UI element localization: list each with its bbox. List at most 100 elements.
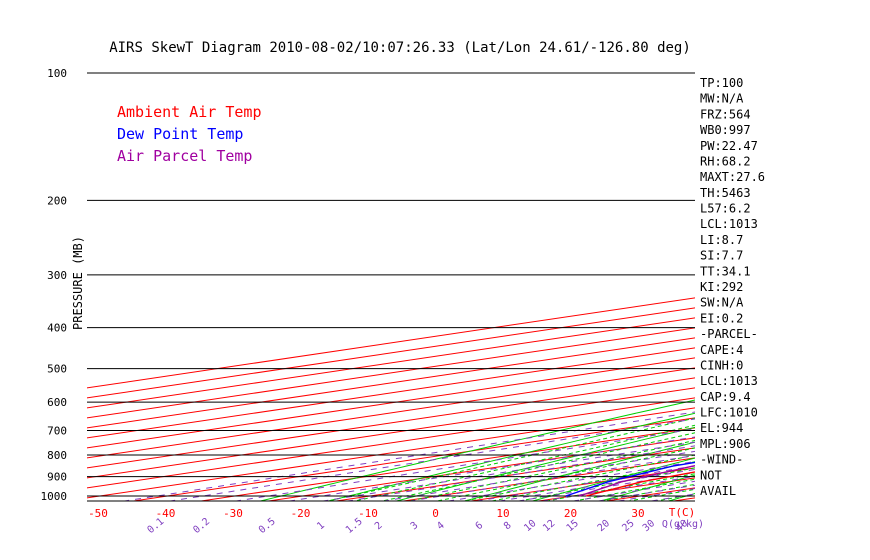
index-entry: CAP:9.4 xyxy=(700,390,751,404)
mixing-ratio-tick-label: 12 xyxy=(541,518,557,534)
isotherm-line xyxy=(782,54,870,505)
mixing-ratio-tick-label: 3 xyxy=(409,520,421,532)
isotherm-line xyxy=(87,367,695,459)
pressure-tick-label: 1000 xyxy=(41,490,68,503)
isotherm-line xyxy=(87,377,695,469)
mixing-ratio-line xyxy=(407,454,695,501)
isobars xyxy=(87,72,695,502)
chart-title: AIRS SkewT Diagram 2010-08-02/10:07:26.3… xyxy=(109,40,691,56)
index-entry: SI:7.7 xyxy=(700,249,743,263)
mixing-ratio-tick-label: 20 xyxy=(596,518,612,534)
pressure-tick-label: 800 xyxy=(47,449,67,462)
index-entry: CINH:0 xyxy=(700,359,743,373)
temp-tick-label-bottom: -50 xyxy=(88,507,108,520)
index-entry: PW:22.47 xyxy=(700,139,758,153)
index-entry: MPL:906 xyxy=(700,437,751,451)
mixing-ratio-tick-label: 10 xyxy=(522,518,538,534)
dry-adiabat-line xyxy=(666,493,695,501)
index-entry: RH:68.2 xyxy=(700,155,751,169)
pressure-tick-label: 500 xyxy=(47,363,67,376)
index-entry: TT:34.1 xyxy=(700,264,751,278)
mixing-ratio-line xyxy=(445,460,695,501)
isotherm-line xyxy=(87,357,695,449)
temp-tick-label-bottom: 30 xyxy=(631,507,644,520)
temp-tick-label-bottom: -30 xyxy=(223,507,243,520)
mixing-ratio-tick-label: 15 xyxy=(565,518,581,534)
moist-adiabat-line xyxy=(379,432,695,501)
isotherm-line xyxy=(87,407,695,499)
temp-tick-label-bottom: -10 xyxy=(358,507,378,520)
index-entry: CAPE:4 xyxy=(700,343,743,357)
temp-tick-label-bottom: 10 xyxy=(496,507,509,520)
mixing-ratio-line xyxy=(496,468,695,501)
y-axis-label: PRESSURE (MB) xyxy=(71,236,85,330)
mixing-ratio-line xyxy=(233,428,695,501)
dry-adiabat-line xyxy=(326,412,695,501)
isotherm-line xyxy=(87,387,695,479)
moist-adiabat-line xyxy=(462,454,695,501)
index-entry: -PARCEL- xyxy=(700,327,758,341)
mixing-ratio-tick-label: 30 xyxy=(641,518,657,534)
index-entry: EI:0.2 xyxy=(700,311,743,325)
dry-adiabat-line xyxy=(258,399,695,501)
mixing-ratio-line xyxy=(539,475,695,501)
mixing-ratio-tick-label: 0.5 xyxy=(257,516,278,536)
mixing-ratio-tick-label: 4 xyxy=(435,520,447,532)
mixing-ratio-tick-label: 0.2 xyxy=(191,516,212,536)
pressure-tick-label: 700 xyxy=(47,424,67,437)
index-entry: LCL:1013 xyxy=(700,374,758,388)
temp-tick-label-bottom: -20 xyxy=(291,507,311,520)
isotherm-line xyxy=(130,417,695,501)
legend-entry: Ambient Air Temp xyxy=(117,103,262,121)
mixing-ratio-tick-label: 2 xyxy=(373,520,385,532)
moist-adiabat-line xyxy=(489,461,695,501)
isotherm-line xyxy=(87,397,695,489)
index-entry: LCL:1013 xyxy=(700,217,758,231)
index-entry: NOT xyxy=(700,468,722,482)
legend: Ambient Air Temp Dew Point Temp Air Parcel… xyxy=(117,103,262,165)
index-entry: AVAIL xyxy=(700,484,736,498)
series-line-dew-point-temp xyxy=(565,461,695,497)
pressure-tick-label: 400 xyxy=(47,322,67,335)
isotherm-line xyxy=(265,437,695,501)
moist-adiabat-line xyxy=(653,493,695,501)
isotherm-line xyxy=(400,457,695,501)
mixing-ratio-line xyxy=(515,471,695,501)
mixing-ratio-line xyxy=(570,480,695,501)
grid-lines xyxy=(87,54,870,505)
index-entry: TH:5463 xyxy=(700,186,751,200)
dry-adiabat-line xyxy=(861,73,870,505)
mixing-ratio-unit-label: Q(g/kg) xyxy=(662,519,704,530)
profile-lines xyxy=(565,461,695,497)
mixing-ratio-line xyxy=(474,465,695,501)
index-entry: MW:N/A xyxy=(700,92,744,106)
mixing-ratio-tick-label: 25 xyxy=(620,518,636,534)
isotherm-line xyxy=(87,347,695,439)
legend-entry: Air Parcel Temp xyxy=(117,147,252,165)
index-entry: SW:N/A xyxy=(700,296,744,310)
index-entry: LI:8.7 xyxy=(700,233,743,247)
mixing-ratio-tick-label: 8 xyxy=(502,520,514,532)
index-entry: TP:100 xyxy=(700,76,743,90)
dry-adiabat-line xyxy=(792,73,870,505)
pressure-tick-label: 100 xyxy=(47,67,67,80)
isotherm-line xyxy=(670,497,695,501)
isotherm-line xyxy=(467,467,695,501)
mixing-ratio-tick-label: 1 xyxy=(315,520,327,532)
x-axis-label: T(C) xyxy=(669,506,696,519)
dry-adiabat-line xyxy=(394,426,695,501)
temp-tick-label-bottom: 20 xyxy=(564,507,577,520)
moist-adiabat-line xyxy=(434,447,695,501)
pressure-tick-label: 900 xyxy=(47,471,67,484)
temp-tick-label-bottom: -40 xyxy=(156,507,176,520)
mixing-ratio-line xyxy=(344,445,695,501)
legend-entry: Dew Point Temp xyxy=(117,125,243,143)
index-entry: KI:292 xyxy=(700,280,743,294)
mixing-ratio-tick-label: 6 xyxy=(474,520,486,532)
isotherm-line xyxy=(197,427,695,501)
series-line-air-parcel-temp xyxy=(579,465,695,497)
moist-adiabat-line xyxy=(325,417,695,501)
dry-adiabat-line xyxy=(530,457,695,501)
